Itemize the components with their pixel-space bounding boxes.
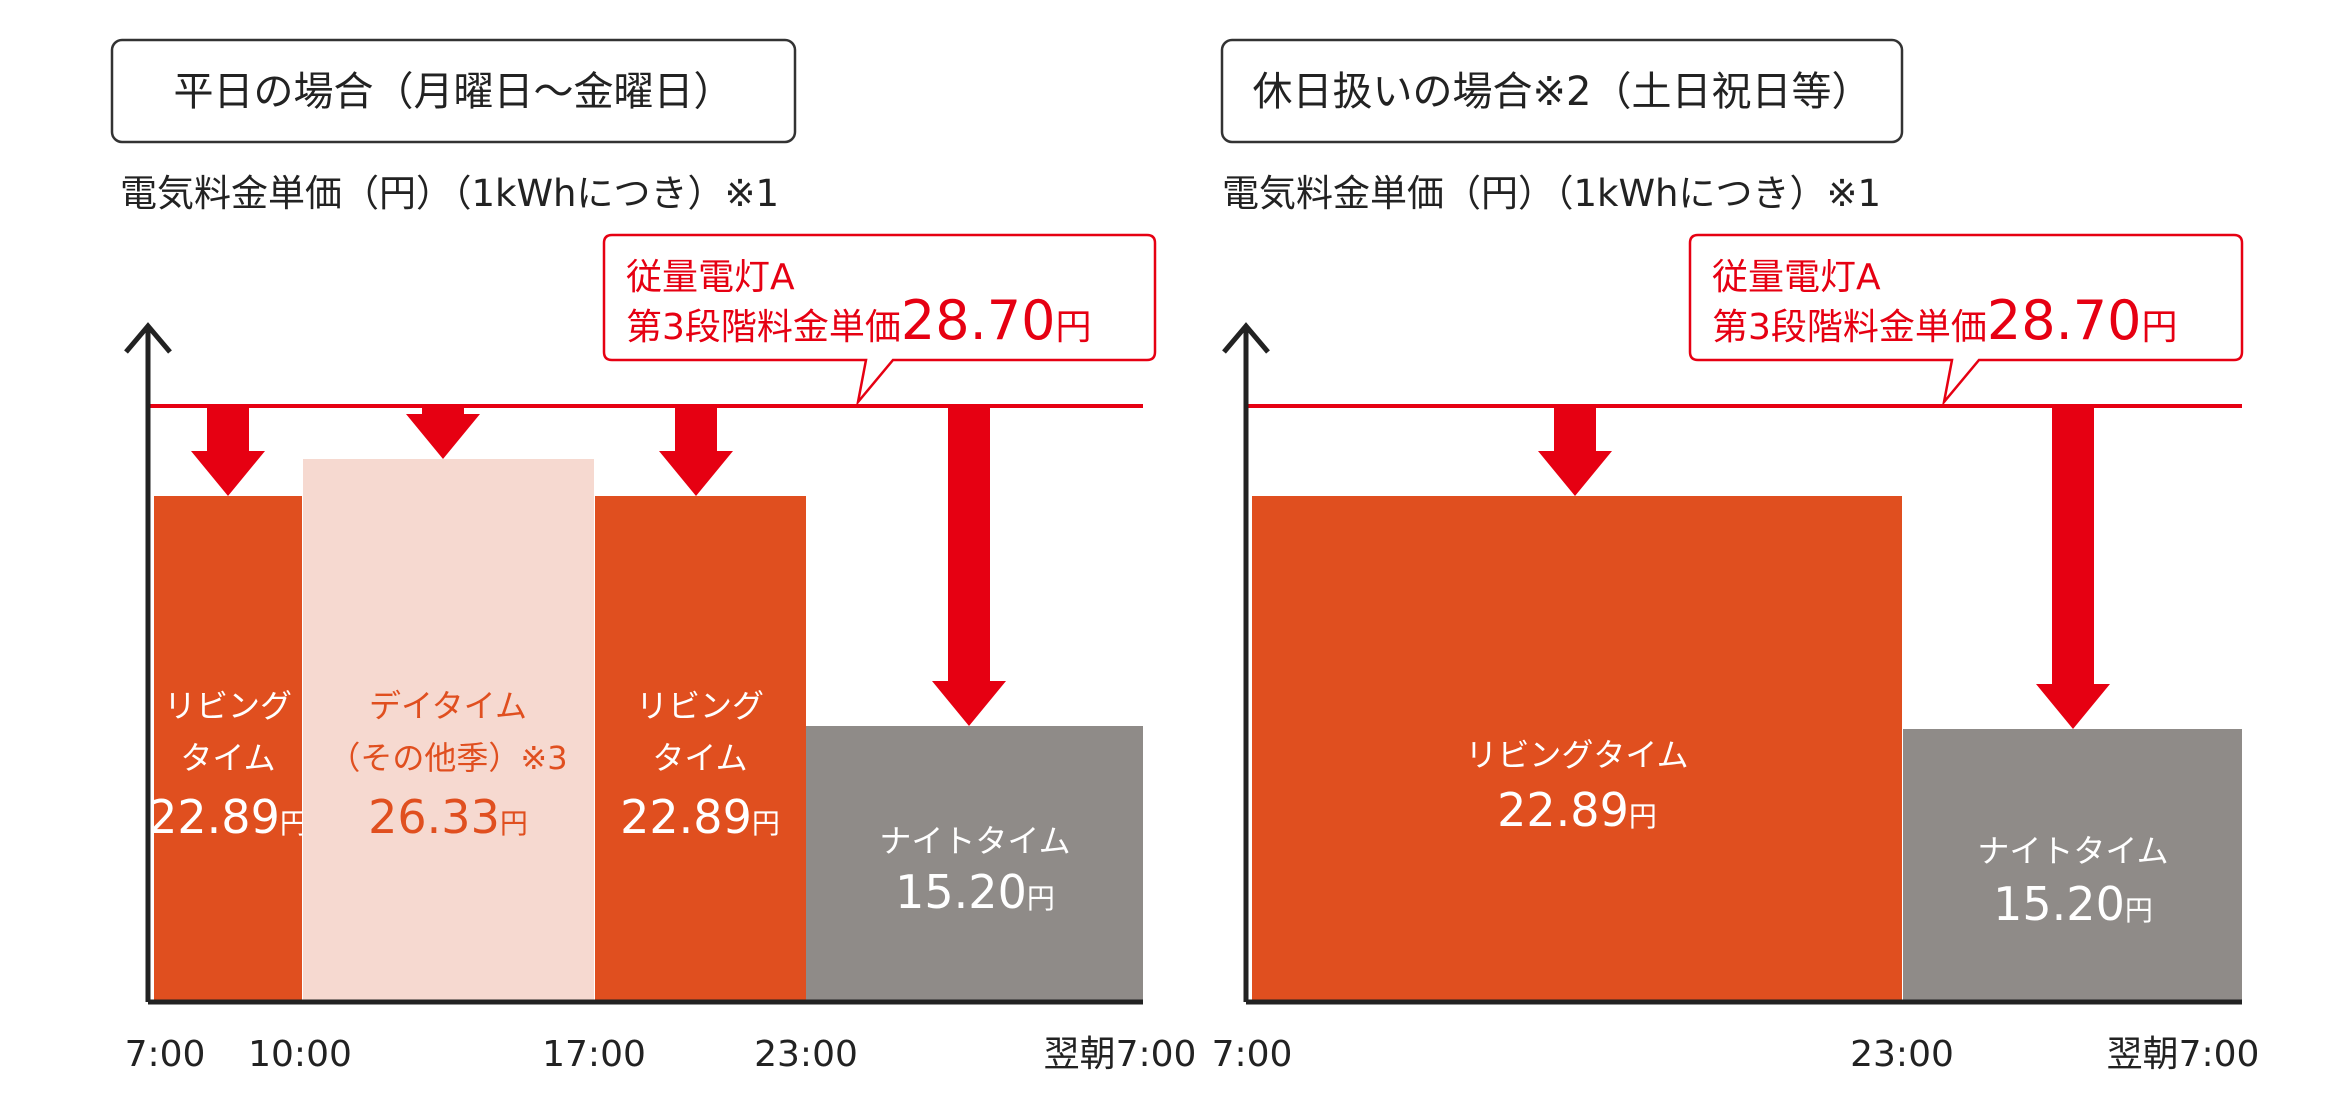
callout-box: [1688, 233, 2244, 407]
bar-price: 15.20円: [1993, 877, 2153, 931]
bar-label: ナイトタイム: [879, 822, 1070, 860]
price-value: 15.20: [895, 865, 1027, 919]
title-box: [1220, 38, 1904, 144]
bar-label: タイム: [652, 739, 747, 777]
price-bar: [806, 726, 1143, 1002]
x-label: 10:00: [248, 1034, 352, 1075]
price-bar: [1252, 496, 1902, 1002]
bar-label: ナイトタイム: [1977, 832, 2168, 870]
price-unit: 円: [2125, 894, 2153, 927]
x-label: 7:00: [1212, 1034, 1293, 1075]
price-unit: 円: [500, 807, 528, 840]
panel-title: 休日扱いの場合※2（土日祝日等）: [1253, 69, 1872, 115]
panel-title: 平日の場合（月曜日～金曜日）: [174, 69, 734, 115]
bar-label: （その他季）※3: [328, 739, 567, 777]
axis: [1222, 322, 2242, 1005]
bar-price: 15.20円: [895, 865, 1055, 919]
price-value: 22.89: [620, 790, 752, 844]
unit-label: 電気料金単価（円）（1kWhにつき）※1: [1222, 172, 1881, 215]
down-arrow: [1538, 406, 1612, 496]
x-label: 23:00: [754, 1034, 858, 1075]
title-box: [110, 38, 797, 144]
callout-unit: 円: [1056, 307, 1092, 348]
down-arrow: [2036, 406, 2110, 729]
callout-price: 28.70: [1987, 289, 2142, 352]
price-value: 15.20: [1993, 877, 2125, 931]
callout-line: 従量電灯A: [1712, 257, 1881, 298]
price-bar: [303, 459, 594, 1002]
bar-label: リビングタイム: [1465, 736, 1688, 774]
price-bar: [595, 496, 806, 1002]
bar-price: 26.33円: [368, 790, 528, 844]
bar-label: タイム: [180, 739, 275, 777]
price-unit: 円: [1027, 882, 1055, 915]
x-label: 7:00: [125, 1034, 206, 1075]
down-arrow: [659, 406, 733, 496]
price-value: 26.33: [368, 790, 500, 844]
x-label: 17:00: [542, 1034, 646, 1075]
callout-unit: 円: [2142, 307, 2178, 348]
callout-price: 28.70: [901, 289, 1056, 352]
price-bar: [154, 496, 302, 1002]
x-label: 23:00: [1850, 1034, 1954, 1075]
callout-text: 第3段階料金単価: [1712, 307, 1987, 348]
price-unit: 円: [1629, 800, 1657, 833]
x-label: 翌朝7:00: [2107, 1034, 2260, 1075]
bar-price: 22.89円: [1497, 783, 1657, 837]
down-arrow: [932, 406, 1006, 726]
price-value: 22.89: [148, 790, 280, 844]
callout-box: [602, 233, 1157, 407]
bar-price: 22.89円: [620, 790, 780, 844]
axis: [124, 322, 1143, 1005]
callout-line: 第3段階料金単価28.70円: [626, 289, 1092, 352]
price-value: 22.89: [1497, 783, 1629, 837]
callout-line: 従量電灯A: [626, 257, 795, 298]
bar-label: リビング: [164, 687, 292, 725]
x-label: 翌朝7:00: [1044, 1034, 1197, 1075]
bar-label: デイタイム: [369, 687, 527, 725]
unit-label: 電気料金単価（円）（1kWhにつき）※1: [120, 172, 779, 215]
callout-line: 第3段階料金単価28.70円: [1712, 289, 2178, 352]
down-arrow: [406, 406, 480, 459]
callout-text: 第3段階料金単価: [626, 307, 901, 348]
down-arrow: [191, 406, 265, 496]
price-unit: 円: [752, 807, 780, 840]
bar-label: リビング: [636, 687, 764, 725]
price-bar: [1903, 729, 2242, 1002]
